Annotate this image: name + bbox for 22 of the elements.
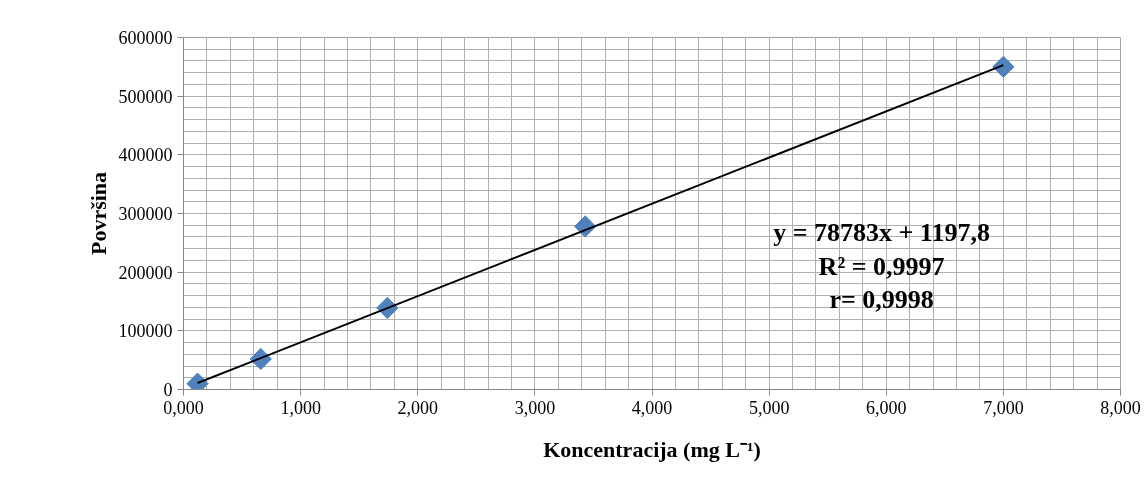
x-tick-label: 7,000 [983,397,1024,418]
x-axis-title: Koncentracija (mg L⁻¹) [543,436,761,462]
annotation: r= 0,9998 [829,285,934,315]
x-tick-label: 1,000 [280,397,321,418]
y-tick-label: 500000 [118,86,173,107]
x-tick-label: 8,000 [1100,397,1141,418]
y-tick-label: 0 [163,380,173,400]
x-tick-label: 2,000 [397,397,438,418]
x-tick-label: 4,000 [631,397,673,418]
annotation: R² = 0,9997 [818,251,945,281]
x-tick-label: 5,000 [748,397,790,418]
x-tick-label: 3,000 [514,397,556,418]
x-tick-label: 6,000 [866,397,907,418]
y-tick-label: 400000 [118,145,173,166]
x-tick-label: 0,000 [163,397,204,418]
y-tick-label: 200000 [118,262,173,283]
annotation: y = 78783x + 1197,8 [773,218,990,248]
y-tick-label: 600000 [118,28,173,48]
y-tick-label: 100000 [118,321,173,342]
y-axis-title: Površina [85,171,111,256]
point [992,55,1015,78]
y-tick-label: 300000 [118,204,173,224]
